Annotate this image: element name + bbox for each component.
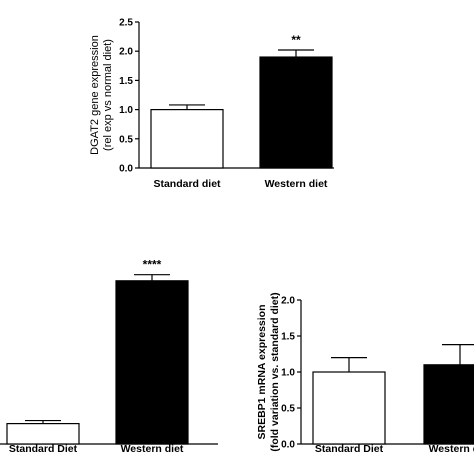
y-tick-label: 0.5	[281, 404, 295, 415]
y-tick-label: 2.0	[119, 47, 133, 58]
chart-2: Standard Diet **** Western diet	[0, 258, 218, 455]
y-tick-label: 1.0	[119, 105, 133, 116]
y-tick-label: 0.5	[119, 134, 133, 145]
y-axis-title-line: (fold variation vs. standard diet)	[269, 292, 281, 451]
category-label: Standard Diet	[9, 443, 78, 455]
y-axis-title-line: (rel exp vs normal diet)	[102, 39, 114, 151]
category-label: Western diet	[121, 443, 184, 455]
category-label: Western diet	[265, 178, 328, 190]
bar	[6, 423, 80, 445]
y-tick-label: 0.0	[281, 440, 295, 451]
chart-3: 0.0 0.5 1.0 1.5 2.0 SREBP1 mRNA expression (fo…	[256, 292, 474, 455]
y-axis-title-line: SREBP1 mRNA expression	[256, 305, 268, 440]
y-tick-label: 0.0	[119, 164, 133, 175]
bar	[150, 108, 224, 169]
bar	[115, 280, 189, 445]
chart-1: 0.0 0.5 1.0 1.5 2.0 2.5 DGAT2 gene expression(…	[89, 18, 334, 190]
significance-label: ****	[143, 258, 162, 272]
bar	[312, 371, 386, 445]
y-tick-label: 2.5	[119, 18, 133, 29]
category-label: Standard Diet	[315, 443, 384, 455]
bar	[259, 56, 333, 169]
y-tick-label: 1.5	[119, 76, 133, 87]
significance-label: **	[291, 33, 301, 47]
y-tick-label: 2.0	[281, 296, 295, 307]
y-axis-title-line: DGAT2 gene expression	[89, 35, 101, 155]
y-tick-label: 1.0	[281, 368, 295, 379]
bar	[423, 364, 474, 445]
category-label: Western diet	[429, 443, 474, 455]
y-tick-label: 1.5	[281, 332, 295, 343]
category-label: Standard diet	[153, 178, 221, 190]
